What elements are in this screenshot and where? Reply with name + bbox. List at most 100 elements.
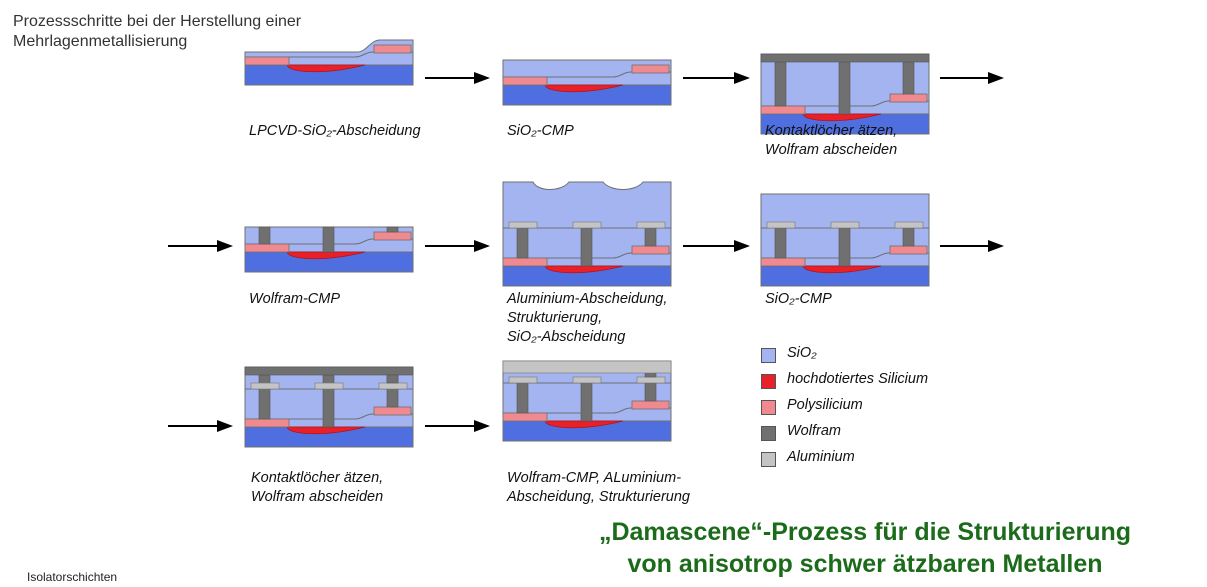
- caption-step-wolfram-cmp: Wolfram-CMP: [249, 290, 340, 309]
- arrow-head: [474, 72, 490, 84]
- aluminium-pad: [508, 221, 538, 229]
- polysilicon-right: [373, 44, 412, 54]
- wolfram-plug: [644, 227, 657, 247]
- aluminium-pad: [830, 221, 860, 229]
- aluminium-top-layer: [502, 360, 672, 374]
- polysilicon-left: [244, 56, 290, 66]
- legend-swatch: [761, 374, 776, 389]
- wolfram-plug: [322, 226, 335, 253]
- wolfram-plug: [644, 382, 657, 402]
- polysilicon-left: [502, 76, 548, 86]
- wolfram-plug: [902, 227, 915, 247]
- title-line-2: Mehrlagenmetallisierung: [13, 33, 188, 50]
- doped-silicon: [286, 251, 366, 260]
- polysilicon-left: [760, 105, 806, 115]
- caption-step-contact-holes-2: Kontaktlöcher ätzen, Wolfram abscheiden: [251, 469, 383, 507]
- arrow-head: [734, 240, 750, 252]
- aluminium-pad: [508, 376, 538, 384]
- caption-line: Wolfram-CMP, ALuminium-: [507, 470, 682, 486]
- legend-label: Wolfram: [787, 423, 841, 439]
- arrow-head: [988, 240, 1004, 252]
- legend-swatch: [761, 426, 776, 441]
- level-line: [245, 413, 413, 420]
- wolfram-plug: [838, 61, 851, 115]
- caption-line: SiO₂-CMP: [765, 291, 832, 307]
- caption-line: Kontaktlöcher ätzen,: [251, 470, 384, 486]
- arrow-head: [217, 240, 233, 252]
- step-sio2-cmp-2: [760, 193, 930, 287]
- doped-silicon: [544, 420, 624, 429]
- caption-line: SiO₂-Abscheidung: [507, 329, 626, 345]
- aluminium-pad: [766, 221, 796, 229]
- step-lpcvd-sio2: [244, 39, 414, 86]
- aluminium-pad: [250, 382, 280, 390]
- wolfram-plug: [516, 227, 529, 259]
- polysilicon-right: [373, 406, 412, 416]
- wolfram-plug: [580, 227, 593, 267]
- step-contact-holes-2: [244, 366, 414, 448]
- level-line: [503, 252, 671, 259]
- arrow-head: [474, 240, 490, 252]
- footer-label: Isolatorschichten: [27, 570, 118, 584]
- legend-swatch: [761, 348, 776, 363]
- polysilicon-right: [631, 64, 670, 74]
- caption-line: Abscheidung, Strukturierung: [507, 489, 690, 505]
- polysilicon-right: [373, 231, 412, 241]
- wolfram-plug: [516, 382, 529, 414]
- caption-step-sio2-cmp-2: SiO₂-CMP: [765, 290, 832, 309]
- step-sio2-cmp-1: [502, 59, 672, 106]
- wolfram-plug: [902, 61, 915, 95]
- arrow-head: [734, 72, 750, 84]
- level-line: [503, 71, 671, 78]
- wolfram-plug: [258, 226, 271, 245]
- step-wolfram-cmp: [244, 226, 414, 273]
- polysilicon-right: [631, 400, 670, 410]
- legend-swatch: [761, 400, 776, 415]
- aluminium-pad: [378, 382, 408, 390]
- arrow-head: [988, 72, 1004, 84]
- caption-step-sio2-cmp-1: SiO₂-CMP: [507, 122, 574, 141]
- wolfram-plug: [258, 374, 271, 420]
- level-line: [761, 100, 929, 107]
- level-line: [245, 238, 413, 245]
- wolfram-plug: [838, 227, 851, 267]
- caption-step-aluminium: Aluminium-Abscheidung, Strukturierung, SiO…: [507, 290, 667, 347]
- polysilicon-left: [502, 257, 548, 267]
- wolfram-plug: [580, 382, 593, 422]
- wolfram-plug: [774, 61, 787, 107]
- aluminium-pad: [572, 376, 602, 384]
- wolfram-plug-2: [644, 372, 657, 378]
- aluminium-pad: [894, 221, 924, 229]
- polysilicon-left: [760, 257, 806, 267]
- headline: „Damascene“-Prozess für die Strukturieru…: [520, 516, 1207, 580]
- polysilicon-left: [244, 418, 290, 428]
- doped-silicon: [286, 426, 366, 435]
- wolfram-plug: [774, 227, 787, 259]
- aluminium-pad: [572, 221, 602, 229]
- legend-label: Aluminium: [787, 449, 855, 465]
- step-wolfram-cmp-al: [502, 360, 672, 442]
- aluminium-pad: [314, 382, 344, 390]
- polysilicon-left: [244, 243, 290, 253]
- title-line-1: Prozessschritte bei der Herstellung eine…: [13, 13, 302, 30]
- caption-step-lpcvd-sio2: LPCVD-SiO₂-Abscheidung: [249, 122, 421, 141]
- wolfram-plug-2: [386, 374, 399, 384]
- legend-swatch: [761, 452, 776, 467]
- level-line: [503, 407, 671, 414]
- caption-line: Wolfram-CMP: [249, 291, 341, 307]
- step-contact-holes-1: [760, 53, 930, 135]
- doped-silicon: [802, 265, 882, 274]
- doped-silicon: [802, 113, 882, 122]
- polysilicon-right: [889, 245, 928, 255]
- caption-line: Aluminium-Abscheidung,: [507, 291, 668, 307]
- caption-line: Kontaktlöcher ätzen,: [765, 123, 898, 139]
- level-line: [761, 252, 929, 259]
- arrow-head: [474, 420, 490, 432]
- doped-silicon: [286, 64, 366, 73]
- caption-step-contact-holes-1: Kontaktlöcher ätzen, Wolfram abscheiden: [765, 122, 897, 160]
- wolfram-top-layer: [244, 366, 414, 376]
- level-line: [245, 51, 413, 58]
- caption-line: Strukturierung,: [507, 310, 603, 326]
- polysilicon-left: [502, 412, 548, 422]
